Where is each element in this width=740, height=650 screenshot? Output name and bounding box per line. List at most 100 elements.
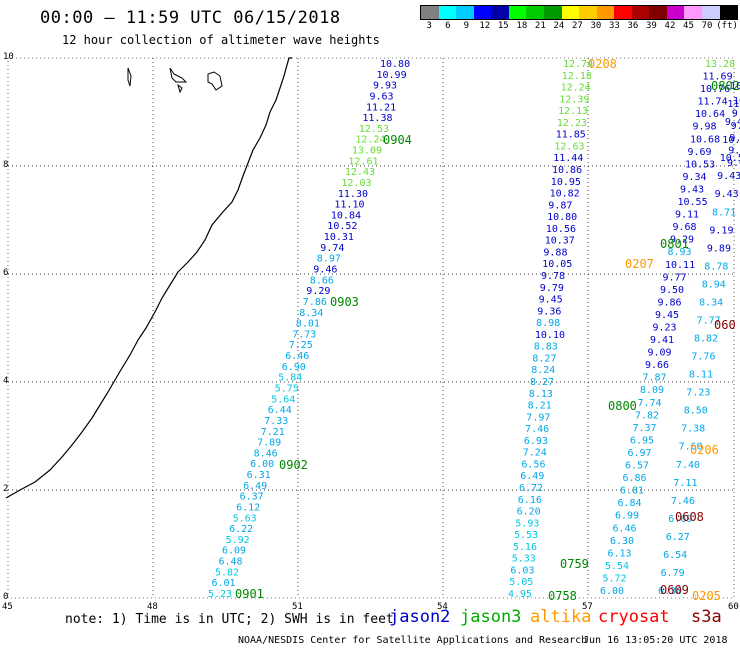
wave-height-value: 6.86 <box>623 473 647 484</box>
wave-height-value: 9.45 <box>539 295 563 306</box>
wave-height-value: 6.84 <box>618 498 642 509</box>
wave-height-value: 9.78 <box>541 271 565 282</box>
wave-height-value: 6.31 <box>247 470 271 481</box>
wave-height-value: 11.85 <box>556 130 586 141</box>
scale-label: 42 <box>664 21 676 31</box>
scale-label: 15 <box>497 21 509 31</box>
wave-height-value: 7.38 <box>681 424 705 435</box>
wave-height-value: 9.5 <box>732 108 740 119</box>
scale-label: 12 <box>479 21 491 31</box>
pass-time-label: 0205 <box>692 589 721 603</box>
wave-height-value: 8.11 <box>689 370 713 381</box>
wave-height-value: 7.46 <box>671 496 695 507</box>
wave-height-value: 9.46 <box>313 265 337 276</box>
y-tick-label: 4 <box>3 376 9 386</box>
wave-height-value: 9.47 <box>725 117 740 128</box>
wave-height-value: 7.40 <box>676 460 700 471</box>
wave-height-value: 7.24 <box>523 448 547 459</box>
wave-height-value: 8.34 <box>699 297 723 308</box>
pass-time-label: 0759 <box>560 557 589 571</box>
scale-swatch <box>649 6 667 19</box>
coastline <box>5 57 292 499</box>
wave-height-value: 10.55 <box>678 197 708 208</box>
scale-label: 3 <box>426 21 432 31</box>
footer-timestamp: Jun 16 13:05:20 UTC 2018 <box>583 635 728 646</box>
wave-height-value: 12.61 <box>348 156 378 167</box>
wave-height-value: 9.74 <box>320 243 344 254</box>
y-tick-label: 6 <box>3 268 9 278</box>
wave-height-value: 8.09 <box>640 385 664 396</box>
wave-height-value: 7.74 <box>638 398 662 409</box>
wave-height-value: 12.23 <box>557 118 587 129</box>
wave-height-value: 8.93 <box>668 247 692 258</box>
wave-height-value: 9.79 <box>540 283 564 294</box>
x-tick-label: 60 <box>728 602 739 612</box>
wave-height-value: 9.3 <box>729 133 740 144</box>
wave-height-value: 7.37 <box>633 423 657 434</box>
wave-height-value: 9.23 <box>653 323 677 334</box>
wave-height-value: 5.16 <box>513 542 537 553</box>
scale-swatch <box>421 6 439 19</box>
wave-height-value: 10.31 <box>324 232 354 243</box>
wave-height-value: 5.72 <box>603 574 627 585</box>
wave-height-value: 10.05 <box>542 259 572 270</box>
wave-height-value: 7.33 <box>264 416 288 427</box>
wave-height-value: 11.69 <box>703 72 733 83</box>
wave-height-value: 5.05 <box>509 577 533 588</box>
wave-height-value: 6.30 <box>610 536 634 547</box>
page-subtitle: 12 hour collection of altimeter wave hei… <box>62 33 380 47</box>
y-tick-label: 8 <box>3 160 9 170</box>
pass-time-label: 0802 <box>711 79 740 93</box>
wave-height-value: 9.93 <box>373 81 397 92</box>
wave-height-value: 5.75 <box>275 384 299 395</box>
wave-height-value: 6.57 <box>625 461 649 472</box>
x-tick-label: 48 <box>147 602 158 612</box>
wave-height-value: 7.11 <box>673 478 697 489</box>
wave-height-value: 9.7 <box>731 121 740 132</box>
wave-height-value: 6.16 <box>518 495 542 506</box>
scale-label: (ft) <box>716 21 738 31</box>
wave-height-value: 10.95 <box>551 177 581 188</box>
scale-label: 6 <box>445 21 451 31</box>
wave-height-value: 6.00 <box>600 586 624 597</box>
wave-height-value: 9.98 <box>693 122 717 133</box>
x-tick-label: 45 <box>2 602 13 612</box>
scale-swatch <box>684 6 702 19</box>
scale-label: 45 <box>683 21 694 31</box>
scale-swatch <box>456 6 474 19</box>
scale-swatch <box>702 6 720 19</box>
wave-height-value: 8.94 <box>702 279 726 290</box>
wave-height-value: 10.52 <box>327 221 357 232</box>
wave-height-value: 7.76 <box>691 352 715 363</box>
wave-height-value: 10.49 <box>722 135 740 146</box>
wave-height-value: 6.01 <box>212 578 236 589</box>
wave-height-value: 6.81 <box>620 486 644 497</box>
color-scale-bar <box>420 5 738 20</box>
pass-time-label: 0801 <box>660 237 689 251</box>
wave-height-value: 5.82 <box>215 567 239 578</box>
wave-height-value: 8.83 <box>534 342 558 353</box>
x-tick-label: 51 <box>292 602 303 612</box>
wave-height-value: 6.79 <box>661 568 685 579</box>
wave-height-value: 12.43 <box>345 167 375 178</box>
wave-height-value: 8.13 <box>529 389 553 400</box>
scale-swatch <box>438 6 457 19</box>
wave-height-value: 7.89 <box>257 438 281 449</box>
scale-label: 18 <box>516 21 528 31</box>
scale-swatch <box>543 6 562 19</box>
wave-height-value: 7.86 <box>303 297 327 308</box>
legend-item-cryosat: cryosat <box>598 607 670 627</box>
wave-height-value: 9.43 <box>717 171 740 182</box>
legend-item-altika: altika <box>530 607 592 627</box>
island-outline <box>169 67 188 94</box>
wave-height-value: 12.24 <box>355 135 385 146</box>
wave-height-value: 9.68 <box>673 222 697 233</box>
wave-height-value: 9.36 <box>537 306 561 317</box>
wave-height-value: 9.29 <box>670 235 694 246</box>
wave-height-value: 12.24 <box>561 83 591 94</box>
wave-height-value: 8.24 <box>531 365 555 376</box>
wave-height-value: 9.88 <box>543 247 567 258</box>
wave-height-value: 7.97 <box>526 412 550 423</box>
scale-swatch <box>508 6 527 19</box>
